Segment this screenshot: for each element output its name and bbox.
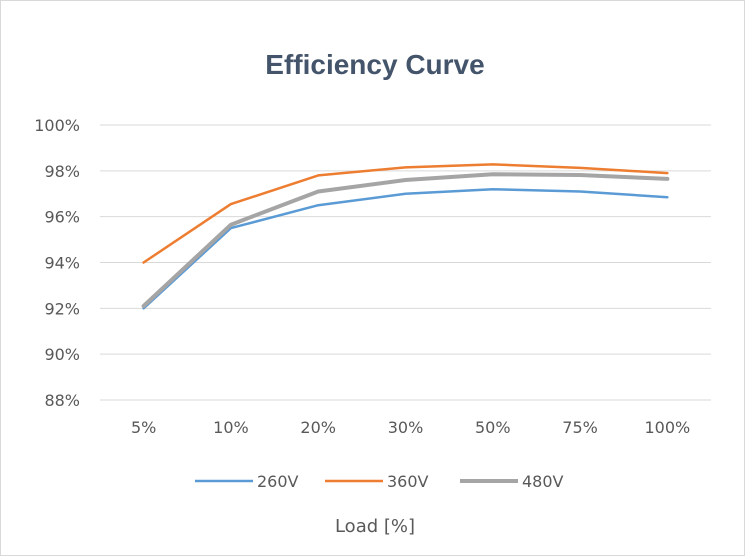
x-tick-label: 5% [131, 418, 156, 437]
series-lines [141, 163, 670, 310]
y-tick-label: 96% [44, 208, 80, 227]
legend-label: 360V [387, 472, 429, 491]
series-line-480v [141, 172, 670, 308]
y-tick-label: 100% [34, 116, 80, 135]
y-tick-label: 88% [44, 391, 80, 410]
x-tick-label: 20% [300, 418, 336, 437]
x-tick-label: 30% [388, 418, 424, 437]
legend-label: 260V [257, 472, 299, 491]
x-axis-label: Load [%] [335, 516, 415, 537]
series-line-260v [142, 187, 669, 310]
legend: 260V 360V 480V [195, 472, 564, 491]
x-tick-label: 75% [562, 418, 598, 437]
x-axis-ticks: 5% 10% 20% 30% 50% 75% 100% [131, 418, 690, 437]
x-tick-label: 10% [213, 418, 249, 437]
y-axis-ticks: 88% 90% 92% 94% 96% 98% 100% [34, 116, 80, 410]
x-tick-label: 100% [644, 418, 690, 437]
y-tick-label: 90% [44, 345, 80, 364]
y-tick-label: 94% [44, 254, 80, 273]
chart-title: Efficiency Curve [265, 49, 484, 80]
y-tick-label: 98% [44, 162, 80, 181]
series-line-360v [142, 163, 669, 264]
x-tick-label: 50% [475, 418, 511, 437]
y-tick-label: 92% [44, 299, 80, 318]
legend-label: 480V [522, 472, 564, 491]
